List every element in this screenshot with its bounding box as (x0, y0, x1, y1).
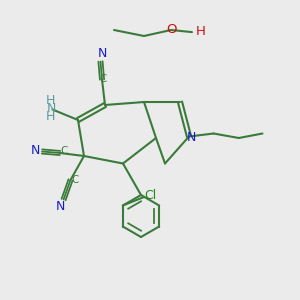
Text: H: H (196, 25, 206, 38)
Text: N: N (186, 130, 196, 144)
Text: C: C (71, 175, 79, 185)
Text: C: C (99, 74, 106, 84)
Text: O: O (167, 22, 177, 36)
Text: N: N (97, 46, 107, 60)
Text: H: H (45, 110, 55, 124)
Text: H: H (45, 94, 55, 107)
Text: N: N (56, 200, 65, 214)
Text: N: N (31, 144, 40, 157)
Text: Cl: Cl (144, 189, 157, 202)
Text: N: N (46, 102, 56, 115)
Text: C: C (60, 146, 67, 156)
